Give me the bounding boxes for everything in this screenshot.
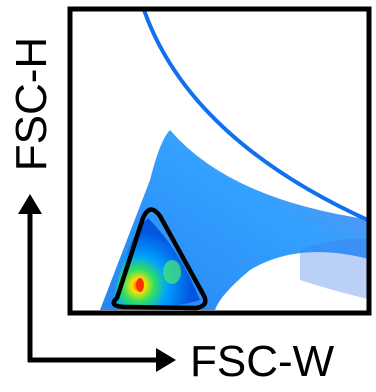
plot-frame	[67, 6, 372, 316]
streak	[142, 10, 370, 224]
core-peak	[136, 278, 144, 292]
x-arrowhead	[156, 348, 176, 372]
gate	[111, 207, 208, 311]
core-spot	[163, 260, 181, 284]
y-arrowhead	[18, 194, 42, 214]
x-label: FSC-W	[190, 337, 335, 386]
tail	[300, 238, 370, 300]
density-plot	[100, 10, 370, 310]
y-label: FSC-H	[7, 37, 56, 171]
